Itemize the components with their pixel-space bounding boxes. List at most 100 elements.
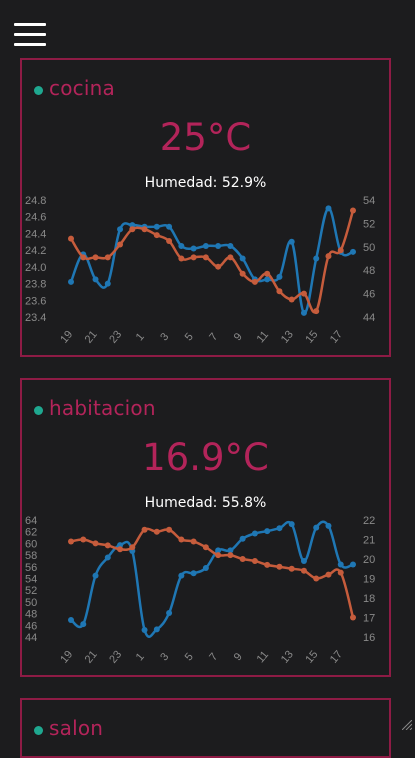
data-point [313,524,320,531]
data-point [190,570,197,577]
data-point [264,561,271,568]
y-right-tick-label: 52 [363,218,375,230]
data-point [104,542,111,549]
data-point [202,544,209,551]
x-tick-label: 9 [232,651,245,663]
humidity-value: Humedad: 52.9% [144,175,267,191]
temperature-value: 25°C [159,116,252,159]
x-tick-label: 15 [303,329,320,346]
data-point [350,248,356,255]
y-left-tick-label: 50 [25,597,37,609]
series-line [69,207,354,315]
data-point [80,254,87,261]
x-tick-label: 21 [83,649,100,666]
data-point [80,536,87,543]
data-point [300,290,307,297]
data-point [166,223,173,230]
y-right-tick-label: 22 [363,515,375,527]
x-tick-label: 9 [232,331,245,343]
data-point [129,544,136,551]
data-point [166,610,173,617]
data-point [239,270,246,277]
data-point [227,242,234,249]
data-point [264,270,271,277]
hamburger-menu-icon[interactable] [14,23,46,47]
chart-cocina: 24.8 24.6 24.4 24.2 24.0 23.8 23.6 23.4 54 52 50 48… [25,195,375,346]
data-point [251,557,258,564]
data-point [104,280,111,287]
x-tick-label: 19 [58,649,75,666]
data-point [92,540,99,547]
data-point [276,525,283,532]
data-point [313,308,320,315]
resize-grip-icon[interactable] [402,720,412,730]
room-card-salon: salon [20,698,391,758]
data-point [325,253,332,260]
y-left-tick-label: 24.8 [25,195,46,207]
data-point [68,617,74,624]
data-point [141,226,148,233]
room-name: cocina [49,76,115,100]
x-tick-label: 11 [255,329,272,345]
data-point [313,255,320,262]
x-tick-label: 23 [107,329,124,346]
data-point [141,526,148,533]
data-point [325,522,332,529]
y-left-tick-label: 24.0 [25,262,46,274]
x-tick-label: 13 [279,649,296,666]
y-right-tick-label: 46 [363,289,375,301]
y-left-tick-label: 64 [25,515,37,527]
x-tick-label: 15 [303,649,320,666]
room-name: habitacion [49,396,156,420]
data-point [141,626,148,633]
x-tick-label: 23 [107,649,124,666]
y-left-tick-label: 44 [25,632,37,644]
data-point [68,538,74,545]
y-left-tick-label: 60 [25,538,37,550]
data-point [117,546,124,553]
data-point [288,238,295,245]
data-point [129,226,136,233]
data-point [288,521,295,528]
data-point [202,564,209,571]
data-point [350,561,356,568]
y-left-tick-label: 58 [25,550,37,562]
y-right-tick-label: 21 [363,535,375,547]
x-tick-label: 3 [158,331,171,343]
card-header: salon [34,716,103,740]
data-point [190,254,197,261]
x-tick-label: 1 [134,651,147,663]
data-point [300,557,307,564]
data-point [350,614,356,621]
y-right-tick-label: 20 [363,554,375,566]
data-point [350,207,356,214]
data-point [178,242,185,249]
data-point [117,226,124,233]
data-point [178,255,185,262]
y-right-tick-label: 50 [363,242,375,254]
y-left-tick-label: 62 [25,527,37,539]
y-left-tick-label: 24.6 [25,212,46,224]
card-header: habitacion [34,396,156,420]
data-point [117,241,124,248]
data-point [178,536,185,543]
data-point [215,547,222,554]
data-point [80,621,87,628]
data-point [288,296,295,303]
x-tick-label: 5 [183,651,196,663]
data-point [153,223,160,230]
data-point [239,535,246,542]
data-point [202,242,209,249]
y-left-tick-label: 52 [25,585,37,597]
y-left-tick-label: 48 [25,609,37,621]
y-left-tick-label: 54 [25,574,37,586]
data-point [92,276,99,283]
data-point [190,538,197,545]
data-point [215,552,222,559]
data-point [276,563,283,570]
x-tick-label: 17 [328,329,345,346]
data-point [239,556,246,562]
y-left-tick-label: 23.4 [25,312,46,324]
data-point [337,569,344,576]
x-tick-label: 19 [58,329,75,346]
